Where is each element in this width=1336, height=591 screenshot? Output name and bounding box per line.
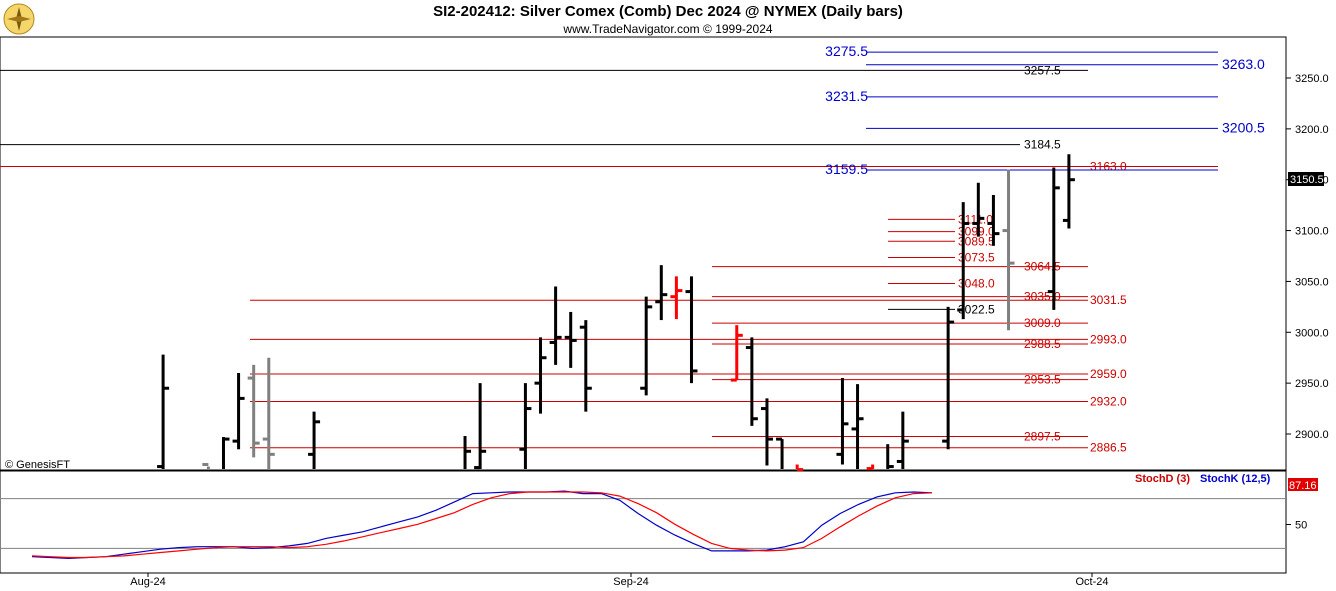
level-label: 3200.5: [1222, 119, 1265, 135]
level-label: 2932.0: [1090, 394, 1127, 408]
level-label: 2959.0: [1090, 367, 1127, 381]
level-label: 3031.5: [1090, 293, 1127, 307]
watermark: © GenesisFT: [5, 459, 70, 471]
stochastic-panel: [0, 470, 1287, 574]
time-axis: Aug-24 Sep-24 Oct-24: [130, 573, 1109, 588]
level-label: 2886.5: [1090, 441, 1127, 455]
stoch-tick-label: 50: [1295, 520, 1307, 532]
y-tick-label: 2950.0: [1295, 378, 1329, 390]
last-price-box: [1288, 172, 1324, 186]
y-tick-label: 3100.0: [1295, 226, 1329, 238]
stoch-series-line: [31, 490, 933, 560]
level-label: 3009.0: [1024, 316, 1061, 330]
y-tick-label: 3050.0: [1295, 276, 1329, 288]
stochastic-axis: 50: [1286, 520, 1307, 532]
last-stoch-label: 87.16: [1289, 480, 1317, 492]
level-label: 3184.5: [1024, 138, 1061, 152]
level-label: 3099.0: [958, 225, 995, 239]
level-label: 2897.5: [1024, 430, 1061, 444]
level-label: 2953.5: [1024, 373, 1061, 387]
last-stoch-box: [1288, 478, 1318, 491]
legend-stoch-k: StochK (12,5): [1200, 473, 1271, 485]
price-bars: [157, 154, 1075, 472]
chart-subtitle: www.TradeNavigator.com © 1999-2024: [563, 22, 773, 36]
level-label: 3263.0: [1222, 56, 1265, 72]
trade-navigator-logo: [2, 2, 36, 36]
y-tick-label: 3200.0: [1295, 124, 1329, 136]
stoch-series-line: [31, 491, 933, 559]
legend-stoch-d: StochD (3): [1135, 473, 1190, 485]
level-label: 2993.0: [1090, 332, 1127, 346]
chart-title: SI2-202412: Silver Comex (Comb) Dec 2024…: [433, 3, 903, 20]
level-label: 3159.5: [825, 161, 868, 177]
stochastic-lines: [0, 490, 1286, 560]
level-label: 3022.5: [958, 302, 995, 316]
y-tick-label: 3000.0: [1295, 327, 1329, 339]
last-price-label: 3150.5: [1290, 174, 1324, 186]
level-label: 3064.5: [1024, 260, 1061, 274]
level-label: 3275.5: [825, 43, 868, 59]
level-label: 3035.0: [1024, 290, 1061, 304]
level-label: 3231.5: [825, 88, 868, 104]
x-tick-label: Aug-24: [130, 576, 165, 588]
level-label: 3048.0: [958, 276, 995, 290]
price-axis: 2900.02950.03000.03050.03100.03150.03200…: [1286, 73, 1329, 441]
level-label: 3089.5: [958, 234, 995, 248]
level-label: 3257.5: [1024, 63, 1061, 77]
level-label: 3073.5: [958, 251, 995, 265]
y-tick-label: 3250.0: [1295, 73, 1329, 85]
y-tick-label: 2900.0: [1295, 429, 1329, 441]
level-label: 2988.5: [1024, 337, 1061, 351]
price-levels: 3275.5 3263.0 3257.5 3231.5 3200.5 3184.5 3163…: [0, 43, 1265, 455]
x-tick-label: Sep-24: [613, 576, 648, 588]
level-label: 3163.0: [1090, 159, 1127, 173]
x-tick-label: Oct-24: [1075, 576, 1108, 588]
